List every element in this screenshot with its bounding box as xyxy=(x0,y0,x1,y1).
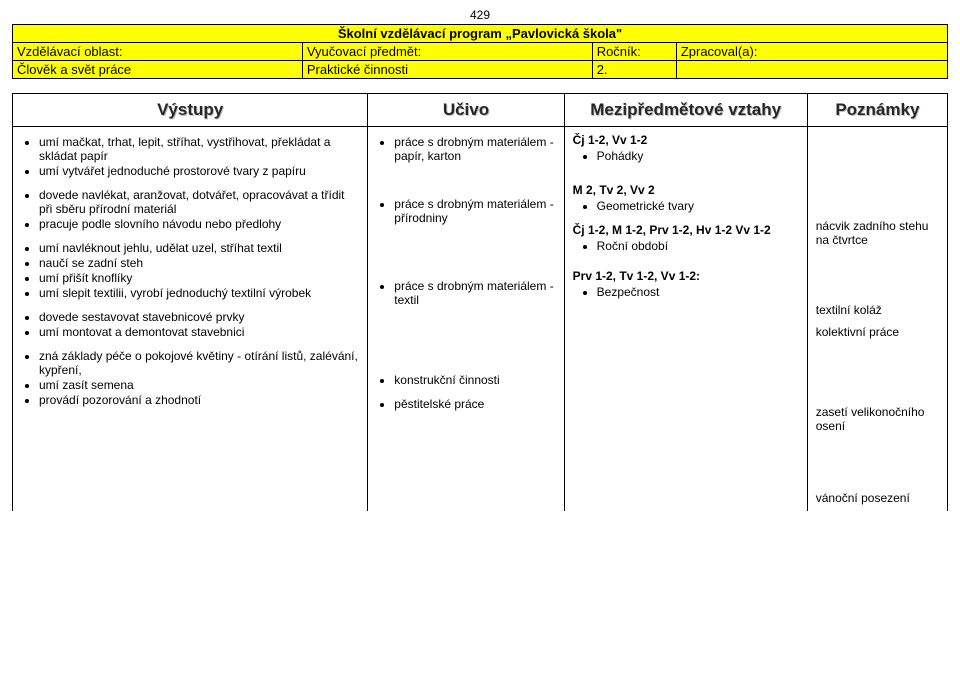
header-title-left: Školní vzdělávací program xyxy=(338,26,502,41)
header-title: Školní vzdělávací program „Pavlovická šk… xyxy=(13,25,948,43)
vystupy-item: dovede navlékat, aranžovat, dotvářet, op… xyxy=(39,188,359,216)
mez-title: Prv 1-2, Tv 1-2, Vv 1-2: xyxy=(573,269,799,283)
cell-mez: Čj 1-2, Vv 1-2 Pohádky M 2, Tv 2, Vv 2 G… xyxy=(564,127,807,512)
poz-item: kolektivní práce xyxy=(816,325,939,339)
cell-poz: nácvik zadního stehu na čtvrtce textilní… xyxy=(807,127,947,512)
hdr-r2c3: 2. xyxy=(592,61,676,79)
col-head-ucivo: Učivo xyxy=(368,94,564,127)
poz-item: vánoční posezení xyxy=(816,491,939,505)
vystupy-item: umí montovat a demontovat stavebnici xyxy=(39,325,359,339)
cell-ucivo: práce s drobným materiálem - papír, kart… xyxy=(368,127,564,512)
header-table: Školní vzdělávací program „Pavlovická šk… xyxy=(12,24,948,79)
vystupy-item: naučí se zadní steh xyxy=(39,256,359,270)
ucivo-item: práce s drobným materiálem - papír, kart… xyxy=(394,135,555,163)
hdr-r1c2: Vyučovací předmět: xyxy=(302,43,592,61)
col-head-vystupy: Výstupy xyxy=(13,94,368,127)
cell-vystupy: umí mačkat, trhat, lepit, stříhat, vystř… xyxy=(13,127,368,512)
mez-item: Geometrické tvary xyxy=(597,199,799,213)
col-head-mez: Mezipředmětové vztahy xyxy=(564,94,807,127)
main-table: Výstupy Učivo Mezipředmětové vztahy Pozn… xyxy=(12,93,948,511)
mez-item: Roční období xyxy=(597,239,799,253)
ucivo-item: práce s drobným materiálem - textil xyxy=(394,279,555,307)
hdr-r1c1: Vzdělávací oblast: xyxy=(13,43,303,61)
hdr-r2c4 xyxy=(676,61,947,79)
poz-item: nácvik zadního stehu na čtvrtce xyxy=(816,219,939,247)
poz-item: zasetí velikonočního osení xyxy=(816,405,939,433)
ucivo-item: pěstitelské práce xyxy=(394,397,555,411)
hdr-r2c2: Praktické činnosti xyxy=(302,61,592,79)
vystupy-item: dovede sestavovat stavebnicové prvky xyxy=(39,310,359,324)
poz-item: textilní koláž xyxy=(816,303,939,317)
ucivo-item: konstrukční činnosti xyxy=(394,373,555,387)
mez-title: Čj 1-2, M 1-2, Prv 1-2, Hv 1-2 Vv 1-2 xyxy=(573,223,799,237)
mez-title: M 2, Tv 2, Vv 2 xyxy=(573,183,799,197)
vystupy-item: umí mačkat, trhat, lepit, stříhat, vystř… xyxy=(39,135,359,163)
page-number: 429 xyxy=(12,8,948,22)
vystupy-item: provádí pozorování a zhodnotí xyxy=(39,393,359,407)
mez-item: Pohádky xyxy=(597,149,799,163)
vystupy-item: umí slepit textilii, vyrobí jednoduchý t… xyxy=(39,286,359,300)
hdr-r2c1: Člověk a svět práce xyxy=(13,61,303,79)
vystupy-item: umí přišít knoflíky xyxy=(39,271,359,285)
header-title-right: „Pavlovická škola" xyxy=(505,26,622,41)
vystupy-item: zná základy péče o pokojové květiny - ot… xyxy=(39,349,359,377)
mez-item: Bezpečnost xyxy=(597,285,799,299)
vystupy-item: pracuje podle slovního návodu nebo předl… xyxy=(39,217,359,231)
ucivo-item: práce s drobným materiálem - přírodniny xyxy=(394,197,555,225)
vystupy-item: umí vytvářet jednoduché prostorové tvary… xyxy=(39,164,359,178)
mez-title: Čj 1-2, Vv 1-2 xyxy=(573,133,799,147)
vystupy-item: umí zasít semena xyxy=(39,378,359,392)
hdr-r1c4: Zpracoval(a): xyxy=(676,43,947,61)
vystupy-item: umí navléknout jehlu, udělat uzel, stříh… xyxy=(39,241,359,255)
col-head-poz: Poznámky xyxy=(807,94,947,127)
hdr-r1c3: Ročník: xyxy=(592,43,676,61)
